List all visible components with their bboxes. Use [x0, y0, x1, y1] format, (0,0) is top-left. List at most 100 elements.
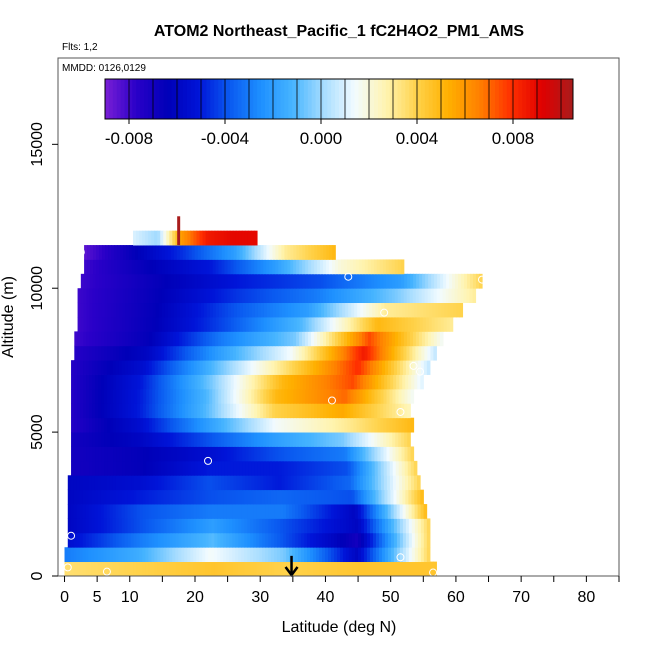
- heat-cell: [320, 460, 325, 476]
- heat-cell: [272, 432, 276, 447]
- heat-cell: [273, 489, 278, 505]
- heat-cell: [143, 374, 147, 390]
- heat-cell: [212, 331, 216, 347]
- heat-cell: [296, 259, 300, 275]
- heat-cell: [336, 302, 340, 318]
- heat-cell: [466, 288, 471, 304]
- heat-cell: [229, 518, 233, 534]
- colorbar-cell: [151, 79, 157, 119]
- heat-cell: [146, 259, 151, 275]
- heat-cell: [272, 388, 276, 404]
- heat-cell: [244, 230, 249, 246]
- heat-cell: [269, 460, 274, 476]
- heat-cell: [212, 288, 216, 304]
- heat-cell: [98, 417, 102, 433]
- heat-cell: [395, 388, 400, 404]
- heat-cell: [299, 245, 303, 260]
- heat-cell: [203, 259, 208, 275]
- heat-cell: [97, 518, 102, 534]
- heat-cell: [385, 259, 390, 275]
- heat-cell: [352, 331, 357, 347]
- heat-cell: [250, 547, 254, 563]
- heat-cell: [241, 532, 245, 548]
- heat-cell: [274, 345, 279, 361]
- heat-cell: [122, 345, 126, 361]
- heat-cell: [338, 388, 343, 404]
- heat-cell: [106, 561, 111, 577]
- heat-cell: [118, 518, 123, 534]
- heat-cell: [378, 532, 383, 548]
- heat-cell: [321, 504, 326, 519]
- heat-cell: [284, 374, 289, 390]
- heat-cell: [197, 417, 201, 433]
- heat-cell: [221, 317, 226, 332]
- heat-cell: [154, 532, 159, 548]
- heat-band: [71, 388, 415, 404]
- heat-cell: [119, 417, 123, 433]
- heat-cell: [314, 331, 318, 347]
- heat-cell: [74, 388, 78, 404]
- heat-cell: [119, 345, 123, 361]
- heat-cell: [122, 317, 127, 332]
- heat-cell: [305, 273, 309, 289]
- heat-cell: [179, 288, 183, 304]
- y-tick-label: 5000: [29, 414, 46, 450]
- heat-cell: [294, 489, 299, 505]
- heat-cell: [293, 432, 297, 447]
- heat-cell: [97, 561, 102, 577]
- heat-cell: [260, 288, 264, 304]
- heat-cell: [196, 547, 200, 563]
- heat-cell: [230, 432, 234, 447]
- heat-cell: [85, 547, 90, 563]
- heat-cell: [289, 360, 293, 375]
- heat-cell: [155, 317, 160, 332]
- heat-cell: [286, 547, 290, 563]
- heat-cell: [263, 475, 268, 491]
- heat-cell: [218, 302, 223, 318]
- heat-cell: [426, 532, 431, 548]
- heat-cell: [191, 388, 195, 404]
- heat-cell: [181, 504, 185, 519]
- heat-cell: [137, 374, 141, 390]
- heat-cell: [398, 317, 403, 332]
- heat-cell: [432, 302, 436, 318]
- heat-cell: [194, 302, 199, 318]
- heat-cell: [313, 532, 317, 548]
- heat-cell: [105, 259, 109, 275]
- heat-cell: [182, 388, 186, 404]
- heat-cell: [206, 245, 211, 260]
- heat-cell: [74, 360, 78, 375]
- heat-cell: [313, 561, 318, 577]
- heat-cell: [244, 532, 248, 548]
- heat-cell: [233, 403, 237, 419]
- colorbar-cell: [424, 79, 430, 119]
- heat-cell: [410, 446, 415, 462]
- heat-cell: [128, 432, 132, 447]
- colorbar-cell: [183, 79, 188, 119]
- heat-cell: [239, 288, 243, 304]
- heat-cell: [325, 561, 329, 577]
- heat-cell: [133, 489, 138, 505]
- heat-cell: [79, 532, 84, 548]
- heat-cell: [395, 273, 399, 289]
- heat-cell: [152, 273, 157, 289]
- heat-cell: [414, 518, 419, 534]
- heat-cell: [217, 360, 222, 375]
- heat-cell: [341, 388, 346, 404]
- heat-cell: [232, 547, 236, 563]
- heat-cell: [233, 460, 237, 476]
- heat-cell: [393, 504, 398, 519]
- heat-cell: [131, 331, 135, 347]
- heat-cell: [187, 489, 191, 505]
- heat-cell: [163, 489, 167, 505]
- heat-cell: [323, 245, 327, 260]
- heat-cell: [290, 259, 294, 275]
- heat-cell: [328, 345, 333, 361]
- heat-cell: [332, 432, 336, 447]
- heat-cell: [334, 561, 338, 577]
- heat-cell: [257, 417, 261, 433]
- heat-cell: [143, 245, 148, 260]
- heat-cell: [311, 417, 315, 433]
- heat-cell: [298, 345, 303, 361]
- heat-cell: [197, 388, 201, 404]
